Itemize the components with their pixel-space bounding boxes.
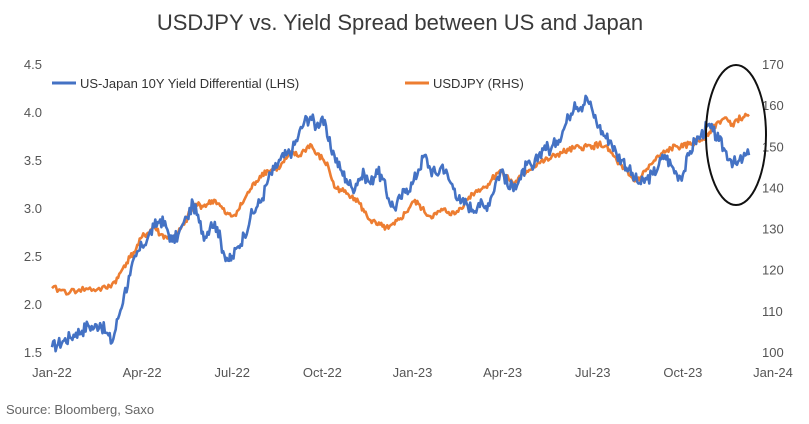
x-tick-label: Jan-22: [32, 365, 72, 380]
series-line-yield-differential: [50, 94, 751, 353]
right-tick-label: 150: [762, 139, 784, 154]
x-tick-label: Oct-23: [663, 365, 702, 380]
x-tick-label: Jan-24: [753, 365, 793, 380]
source-note: Source: Bloomberg, Saxo: [6, 402, 154, 417]
right-tick-label: 130: [762, 222, 784, 237]
highlight-ellipse: [705, 64, 767, 206]
x-tick-label: Oct-22: [303, 365, 342, 380]
left-tick-label: 4.0: [24, 105, 42, 120]
x-tick-label: Apr-22: [123, 365, 162, 380]
left-tick-label: 3.0: [24, 201, 42, 216]
right-tick-label: 100: [762, 345, 784, 360]
left-tick-label: 2.5: [24, 249, 42, 264]
x-tick-label: Jul-22: [215, 365, 250, 380]
legend-label-yield-differential: US-Japan 10Y Yield Differential (LHS): [80, 76, 299, 91]
left-axis: 1.5 2.0 2.5 3.0 3.5 4.0 4.5: [24, 57, 42, 360]
x-tick-label: Jul-23: [575, 365, 610, 380]
left-tick-label: 1.5: [24, 345, 42, 360]
right-tick-label: 160: [762, 98, 784, 113]
left-tick-label: 2.0: [24, 297, 42, 312]
right-tick-label: 120: [762, 263, 784, 278]
legend: US-Japan 10Y Yield Differential (LHS) US…: [52, 76, 524, 91]
x-tick-label: Jan-23: [393, 365, 433, 380]
left-tick-label: 3.5: [24, 153, 42, 168]
series-line-usdjpy: [51, 112, 750, 296]
series-layer: [50, 94, 751, 353]
x-tick-label: Apr-23: [483, 365, 522, 380]
left-tick-label: 4.5: [24, 57, 42, 72]
right-axis: 100 110 120 130 140 150 160 170: [762, 57, 784, 360]
right-tick-label: 140: [762, 180, 784, 195]
right-tick-label: 170: [762, 57, 784, 72]
x-axis: Jan-22 Apr-22 Jul-22 Oct-22 Jan-23 Apr-23 Jul-…: [32, 365, 793, 380]
right-tick-label: 110: [762, 304, 783, 319]
legend-label-usdjpy: USDJPY (RHS): [433, 76, 524, 91]
chart-title: USDJPY vs. Yield Spread between US and J…: [157, 10, 643, 35]
